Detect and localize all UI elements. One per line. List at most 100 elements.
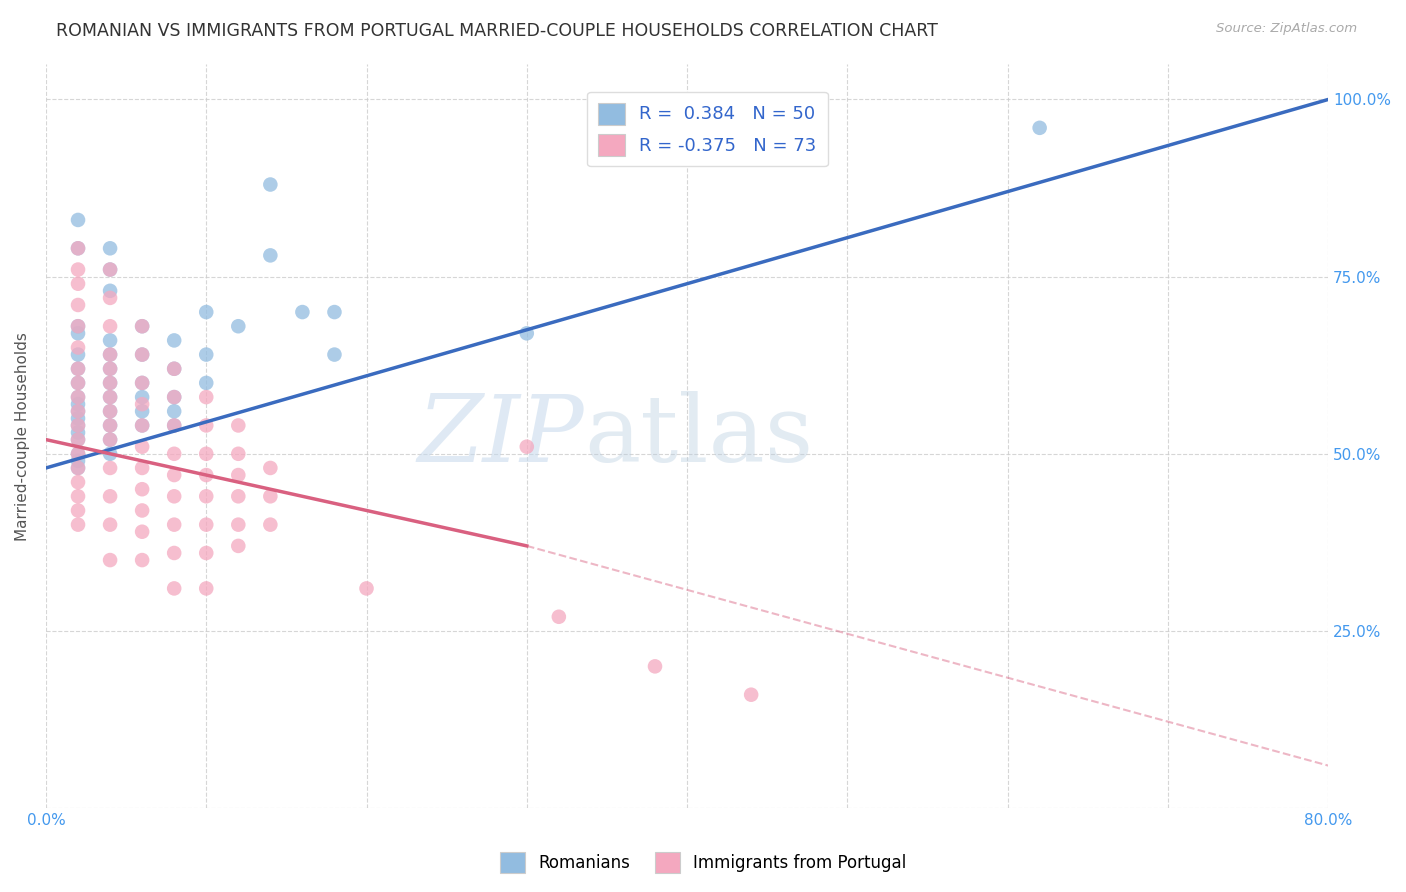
Point	[163, 517, 186, 532]
Point	[195, 468, 218, 483]
Point	[66, 241, 89, 255]
Point	[356, 582, 378, 596]
Point	[323, 348, 346, 362]
Point	[66, 503, 89, 517]
Point	[98, 334, 121, 348]
Point	[66, 404, 89, 418]
Point	[226, 517, 249, 532]
Point	[226, 539, 249, 553]
Point	[131, 482, 153, 496]
Point	[66, 461, 89, 475]
Point	[131, 418, 153, 433]
Point	[98, 376, 121, 390]
Point	[163, 334, 186, 348]
Point	[98, 390, 121, 404]
Point	[98, 361, 121, 376]
Point	[66, 461, 89, 475]
Point	[226, 489, 249, 503]
Point	[131, 376, 153, 390]
Point	[163, 468, 186, 483]
Point	[98, 418, 121, 433]
Point	[98, 284, 121, 298]
Point	[323, 305, 346, 319]
Point	[98, 418, 121, 433]
Point	[98, 262, 121, 277]
Point	[131, 319, 153, 334]
Point	[98, 517, 121, 532]
Point	[66, 517, 89, 532]
Text: ROMANIAN VS IMMIGRANTS FROM PORTUGAL MARRIED-COUPLE HOUSEHOLDS CORRELATION CHART: ROMANIAN VS IMMIGRANTS FROM PORTUGAL MAR…	[56, 22, 938, 40]
Point	[131, 418, 153, 433]
Legend: Romanians, Immigrants from Portugal: Romanians, Immigrants from Portugal	[494, 846, 912, 880]
Point	[195, 348, 218, 362]
Text: atlas: atlas	[585, 391, 814, 481]
Point	[66, 319, 89, 334]
Point	[163, 447, 186, 461]
Point	[98, 348, 121, 362]
Point	[98, 241, 121, 255]
Point	[195, 390, 218, 404]
Point	[66, 241, 89, 255]
Point	[66, 298, 89, 312]
Point	[131, 440, 153, 454]
Point	[98, 433, 121, 447]
Point	[547, 609, 569, 624]
Point	[131, 348, 153, 362]
Point	[131, 319, 153, 334]
Point	[98, 348, 121, 362]
Point	[66, 262, 89, 277]
Point	[66, 390, 89, 404]
Point	[98, 361, 121, 376]
Point	[644, 659, 666, 673]
Point	[131, 397, 153, 411]
Point	[66, 390, 89, 404]
Point	[259, 489, 281, 503]
Point	[291, 305, 314, 319]
Point	[98, 319, 121, 334]
Point	[195, 582, 218, 596]
Point	[66, 418, 89, 433]
Point	[516, 440, 538, 454]
Point	[98, 390, 121, 404]
Point	[163, 361, 186, 376]
Point	[163, 404, 186, 418]
Point	[66, 376, 89, 390]
Point	[66, 376, 89, 390]
Point	[98, 262, 121, 277]
Point	[163, 546, 186, 560]
Point	[66, 277, 89, 291]
Point	[66, 433, 89, 447]
Point	[98, 376, 121, 390]
Point	[66, 475, 89, 490]
Text: ZIP: ZIP	[418, 391, 585, 481]
Point	[131, 348, 153, 362]
Point	[66, 361, 89, 376]
Point	[98, 404, 121, 418]
Point	[66, 454, 89, 468]
Point	[195, 447, 218, 461]
Point	[259, 178, 281, 192]
Point	[226, 319, 249, 334]
Point	[66, 433, 89, 447]
Point	[1028, 120, 1050, 135]
Point	[195, 546, 218, 560]
Point	[66, 447, 89, 461]
Point	[66, 411, 89, 425]
Y-axis label: Married-couple Households: Married-couple Households	[15, 332, 30, 541]
Point	[98, 404, 121, 418]
Point	[66, 213, 89, 227]
Point	[66, 397, 89, 411]
Point	[740, 688, 762, 702]
Point	[66, 361, 89, 376]
Point	[131, 376, 153, 390]
Point	[259, 517, 281, 532]
Point	[195, 489, 218, 503]
Point	[516, 326, 538, 341]
Point	[131, 503, 153, 517]
Point	[163, 390, 186, 404]
Point	[66, 425, 89, 440]
Point	[131, 553, 153, 567]
Point	[98, 489, 121, 503]
Point	[163, 418, 186, 433]
Point	[98, 433, 121, 447]
